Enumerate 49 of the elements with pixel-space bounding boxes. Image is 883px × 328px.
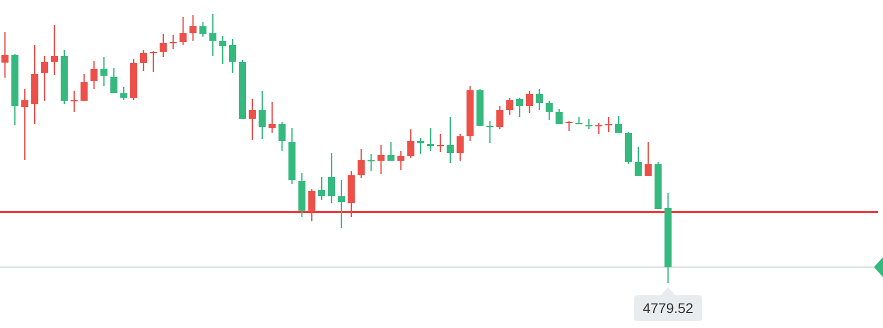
- candlestick: [456, 133, 464, 162]
- candlestick: [546, 100, 553, 121]
- candlestick: [100, 56, 108, 87]
- candlestick: [110, 67, 118, 94]
- candlestick: [40, 55, 48, 102]
- candlestick: [615, 115, 622, 134]
- candlestick: [377, 144, 385, 175]
- candlestick: [318, 176, 326, 201]
- candlestick: [358, 148, 365, 179]
- candlestick: [229, 38, 236, 74]
- candlestick: [268, 101, 276, 134]
- candlestick: [634, 146, 642, 177]
- candlestick: [446, 116, 454, 164]
- candlestick: [585, 118, 592, 130]
- candlestick: [70, 90, 78, 113]
- candlestick: [160, 33, 167, 58]
- candlestick: [189, 14, 197, 42]
- candlestick: [496, 105, 504, 130]
- candlestick: [644, 141, 652, 177]
- candlestick: [80, 73, 88, 102]
- candlestick: [536, 88, 543, 111]
- candlestick: [258, 90, 266, 140]
- candlestick: [21, 88, 28, 161]
- candlestick: [90, 60, 98, 90]
- candlestick: [1, 31, 9, 78]
- candlestick: [308, 188, 316, 222]
- candlestick: [556, 108, 563, 125]
- candlestick: [338, 179, 346, 229]
- candlestick: [248, 98, 256, 141]
- candlestick: [506, 97, 514, 116]
- candlestick: [397, 150, 404, 171]
- candlestick: [120, 86, 128, 101]
- candlestick: [278, 121, 286, 152]
- candlestick: [516, 97, 524, 118]
- candlestick: [368, 153, 375, 172]
- candlestick: [526, 90, 534, 114]
- candlestick: [209, 13, 216, 57]
- annotation: 4779.52: [642, 300, 694, 316]
- candlestick: [328, 152, 336, 204]
- candlestick: [387, 141, 394, 162]
- candlestick: [199, 21, 206, 38]
- candlestick: [219, 35, 226, 65]
- candlestick: [595, 122, 602, 135]
- candlestick: [417, 137, 424, 155]
- candlestick: [426, 127, 434, 152]
- candlestick: [180, 16, 187, 46]
- candlestick: [140, 49, 148, 72]
- candlestick: [407, 128, 414, 159]
- candlestick: [50, 24, 58, 76]
